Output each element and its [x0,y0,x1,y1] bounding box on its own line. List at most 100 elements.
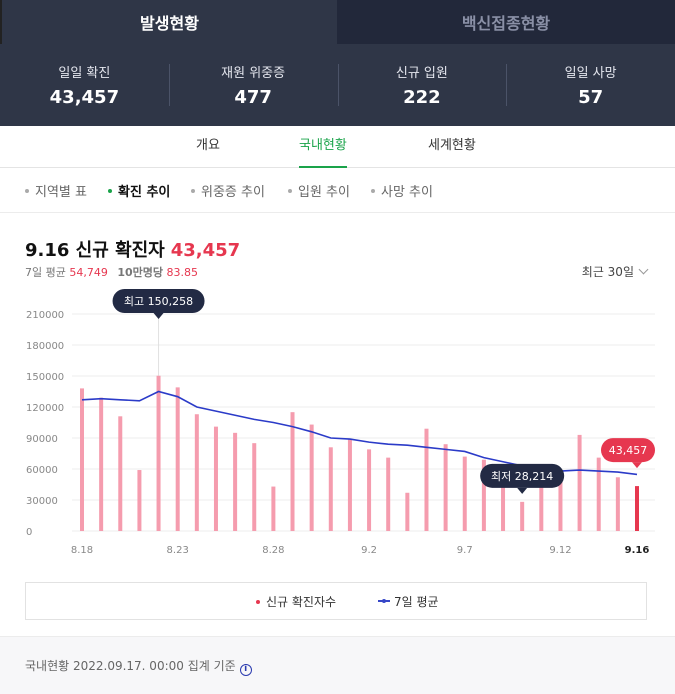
chip-label: 위중증 추이 [201,185,265,200]
y-tick-label: 120000 [26,403,64,414]
stat-daily-deaths: 일일 사망 57 [506,44,675,126]
callout-box [601,438,655,463]
period-label: 최근 30일 [581,265,634,279]
period-select[interactable]: 최근 30일 [581,263,649,280]
legend-line-label: 7일 평균 [394,595,439,609]
bar [290,412,295,531]
bullet-icon [371,188,375,193]
chip-label: 지역별 표 [35,185,87,200]
stats-row: 일일 확진 43,457 재원 위중증 477 신규 입원 222 일일 사망 … [0,44,675,126]
callout-tip [517,487,528,494]
line-marker-icon [378,599,390,603]
x-tick-label: 8.23 [167,545,189,556]
footer: 국내현황 2022.09.17. 00:00 집계 기준 i [0,636,675,694]
stat-new-admission: 신규 입원 222 [337,44,507,126]
dot-icon [256,600,260,604]
bar [596,457,601,531]
bar [233,432,238,531]
chip-admission-trend[interactable]: 입원 추이 [288,181,350,200]
heading-value: 43,457 [170,240,241,261]
bar [501,470,506,531]
tab-occurrence[interactable]: 발생현황 [0,0,337,44]
tab-domestic[interactable]: 국내현황 [299,126,347,168]
bar [194,414,199,531]
stat-daily-confirmed: 일일 확진 43,457 [0,44,169,126]
x-tick-label: 9.2 [361,545,377,556]
bullet-icon [25,188,29,193]
chip-death-trend[interactable]: 사망 추이 [371,181,433,200]
bar [635,486,639,531]
per-label: 10만명당 [117,266,164,279]
footer-text: 국내현황 2022.09.17. 00:00 집계 기준 i [25,657,252,676]
callout-tip [153,313,164,319]
bar [80,388,84,531]
callout-label: 43,457 [609,444,648,457]
summary-line: 7일 평균 54,749 10만명당 83.85 [25,264,198,280]
avg-label: 7일 평균 [25,266,66,279]
y-tick-label: 0 [26,527,32,538]
tab-world[interactable]: 세계현황 [428,138,476,153]
bar [118,416,123,531]
bar [443,444,448,531]
chip-confirmed-trend[interactable]: 확진 추이 [108,181,170,200]
callout-box [112,289,205,313]
x-tick-label: 8.18 [71,545,93,556]
callout-label: 최고 150,258 [124,295,193,308]
bar [577,434,582,531]
filter-chips: 지역별 표 확진 추이 위중증 추이 입원 추이 사망 추이 [0,168,675,213]
top-tabs: 발생현황 백신접종현황 [0,0,675,44]
chip-label: 사망 추이 [381,185,433,200]
bar [520,501,525,531]
y-tick-label: 150000 [26,372,64,383]
per-value: 83.85 [166,266,199,279]
y-tick-label: 210000 [26,310,64,321]
callout-tip [632,462,642,469]
y-tick-label: 90000 [26,434,58,445]
x-tick-label: 8.28 [262,545,284,556]
bar [481,459,486,531]
bar [328,447,333,531]
bar [156,375,161,531]
callout-box [480,463,565,488]
bar [347,439,352,531]
bar [405,492,410,531]
stat-value: 57 [578,87,604,108]
bullet-icon [191,188,195,193]
stat-value: 477 [234,87,272,108]
tab-overview[interactable]: 개요 [196,138,220,153]
chip-label: 확진 추이 [118,185,171,200]
chip-critical-trend[interactable]: 위중증 추이 [191,181,265,200]
confirmed-chart: 0 30000 60000 90000 120000 150000 180000 210000… [26,289,655,556]
chip-region-table[interactable]: 지역별 표 [25,181,87,200]
stat-value: 43,457 [49,87,120,108]
x-tick-label: 9.12 [549,545,571,556]
bar [558,471,563,531]
legend-bar: 신규 확진자수 [256,593,336,610]
bar [386,457,391,531]
callout: 최고 150,258 [112,289,205,319]
bar [175,387,180,531]
sub-tabs: 개요 국내현황 세계현황 [0,126,675,168]
legend-line: 7일 평균 [378,593,439,610]
bar [252,443,257,531]
bar [99,397,104,531]
stat-label: 일일 사망 [564,66,617,81]
heading-date-label: 9.16 신규 확진자 [25,240,165,261]
stat-label: 재원 위중증 [221,66,286,81]
y-tick-label: 180000 [26,341,64,352]
tab-vaccination[interactable]: 백신접종현황 [337,0,675,44]
stat-critical: 재원 위중증 477 [168,44,338,126]
stat-label: 일일 확진 [58,66,111,81]
info-icon[interactable]: i [239,664,252,676]
header-panel: 발생현황 백신접종현황 일일 확진 43,457 재원 위중증 477 신규 입… [0,0,675,126]
footer-label: 국내현황 2022.09.17. 00:00 집계 기준 [25,659,236,673]
stat-value: 222 [403,87,441,108]
bar [615,477,620,531]
bar [539,477,544,531]
bar [137,470,142,531]
chip-label: 입원 추이 [298,185,350,200]
x-tick-label: 9.7 [457,545,473,556]
bar [367,449,372,531]
avg-line [81,390,638,476]
y-tick-label: 60000 [26,465,58,476]
